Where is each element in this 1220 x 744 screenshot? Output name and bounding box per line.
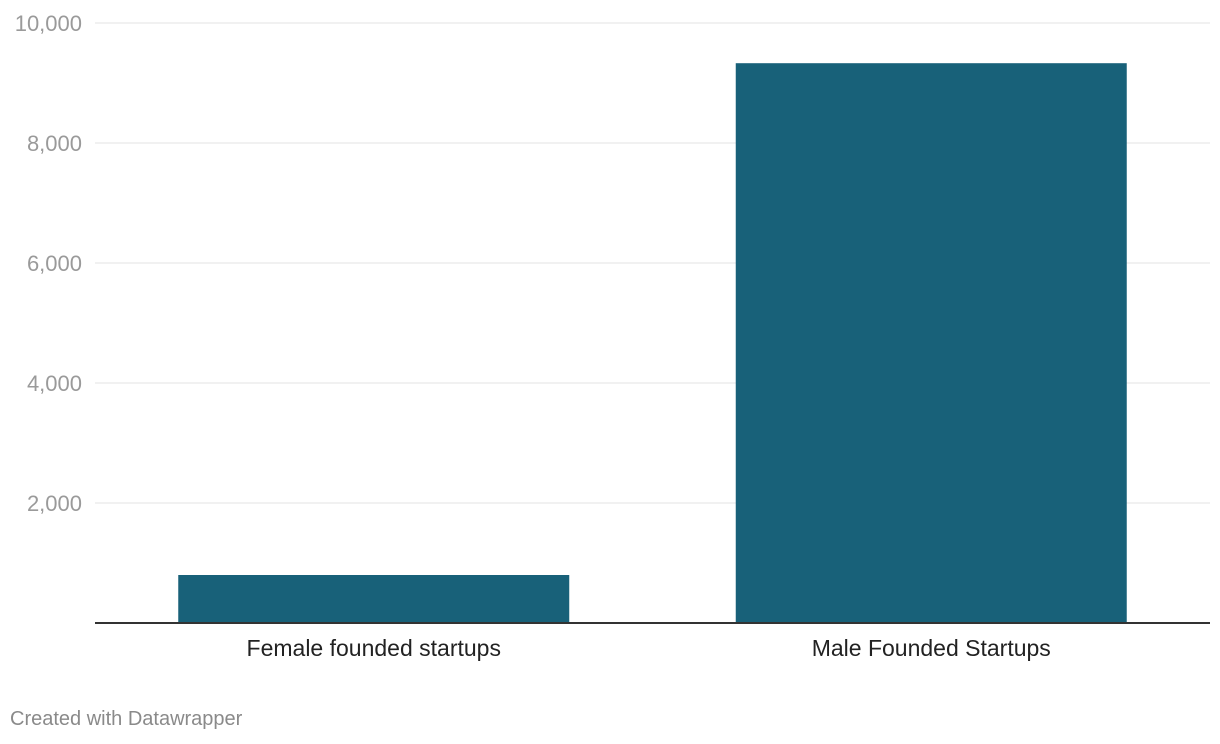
bar: [178, 575, 570, 623]
y-tick-label: 8,000: [27, 131, 82, 156]
bar-chart: 2,000 4,000 6,000 8,000 10,000 Female founde…: [15, 11, 1210, 661]
y-axis-tick-labels: 2,000 4,000 6,000 8,000 10,000: [15, 11, 82, 516]
y-tick-label: 2,000: [27, 491, 82, 516]
y-tick-label: 4,000: [27, 371, 82, 396]
bars: [178, 63, 1127, 623]
bar: [735, 63, 1127, 623]
category-label: Female founded startups: [247, 635, 501, 661]
y-tick-label: 10,000: [15, 11, 82, 36]
credit-text: Created with Datawrapper: [10, 708, 243, 730]
y-tick-label: 6,000: [27, 251, 82, 276]
category-labels: Female founded startups Male Founded Star…: [247, 635, 1051, 661]
category-label: Male Founded Startups: [812, 635, 1051, 661]
